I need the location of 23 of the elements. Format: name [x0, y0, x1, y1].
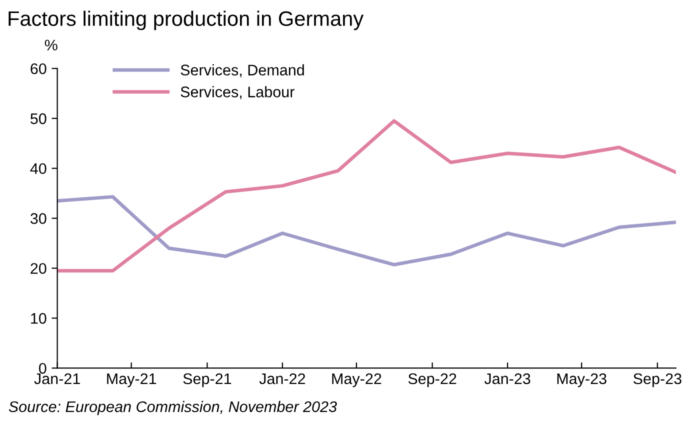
x-tick-label: Sep-22: [408, 373, 456, 388]
source-note: Source: European Commission, November 2023: [8, 400, 337, 416]
y-tick-label: 60: [30, 63, 46, 74]
legend-label: Services, Demand: [180, 64, 304, 78]
y-axis-title: %: [44, 40, 58, 50]
x-tick-label: Sep-23: [633, 373, 682, 388]
line-series: [57, 195, 676, 266]
x-tick-label: May-21: [107, 373, 156, 388]
x-tick-label: Jan-21: [34, 373, 80, 384]
line-series: [57, 119, 676, 272]
chart-title: Factors limiting production in Germany: [8, 10, 364, 30]
x-tick-label: May-23: [557, 373, 606, 388]
x-tick-label: Jan-23: [484, 373, 530, 384]
y-tick-label: 20: [30, 263, 46, 274]
y-tick-label: 10: [31, 313, 46, 324]
y-tick-label: 50: [30, 113, 46, 124]
y-tick-label: 30: [30, 213, 46, 224]
legend-label: Services, Labour: [180, 86, 294, 100]
x-tick-label: May-22: [332, 373, 382, 388]
y-tick-label: 40: [30, 163, 46, 174]
x-tick-label: Sep-21: [183, 373, 232, 388]
x-tick-label: Jan-22: [259, 373, 306, 384]
y-tick-label: 0: [39, 362, 46, 374]
